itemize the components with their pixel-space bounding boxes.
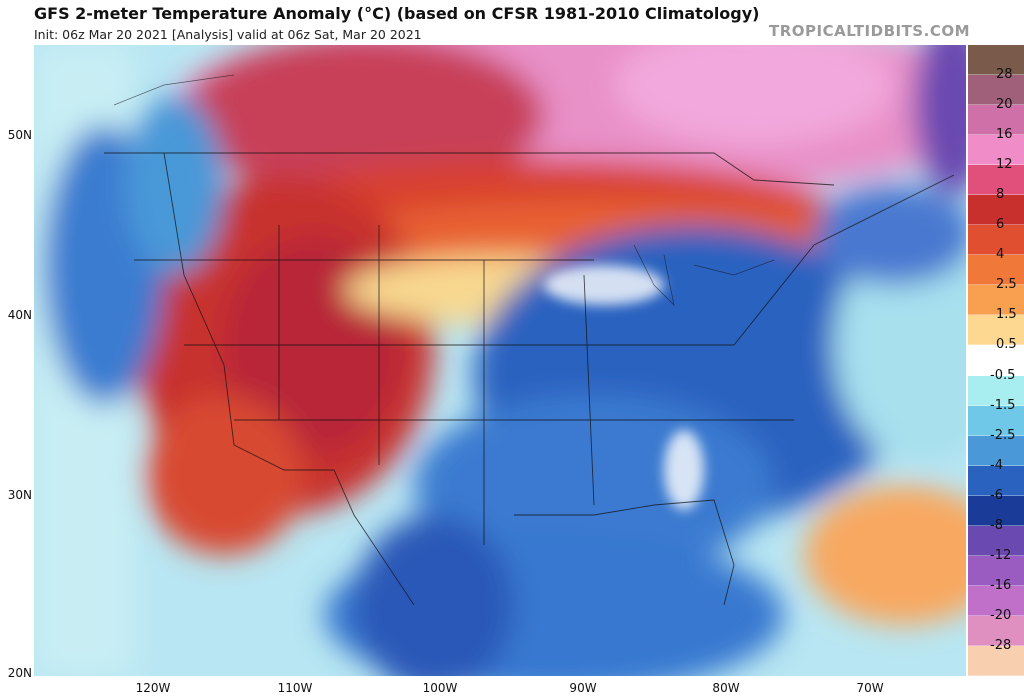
lat-label-50n: 50N xyxy=(7,128,32,142)
colorbar-tick-label: 8 xyxy=(996,187,1005,203)
colorbar-swatch xyxy=(968,465,1024,496)
lat-label-20n: 20N xyxy=(7,666,32,680)
colorbar-tick-label: -28 xyxy=(990,637,1012,653)
colorbar-tick-label: -12 xyxy=(990,547,1012,563)
colorbar-swatch xyxy=(968,615,1024,646)
colorbar-swatch xyxy=(968,105,1024,136)
lon-label-110w: 110W xyxy=(277,681,313,695)
colorbar-legend: 28 20 16 12 8 6 4 2.5 1.5 0.5 -0.5 -1.5 -2.5 -4 -6 -8 -1… xyxy=(968,45,1024,676)
colorbar-tick-label: 2.5 xyxy=(996,277,1017,293)
colorbar-tick-label: 0.5 xyxy=(996,337,1017,353)
colorbar-tick-label: 1.5 xyxy=(996,307,1017,323)
colorbar-tick-label: -8 xyxy=(990,517,1003,533)
colorbar-swatch xyxy=(968,345,1024,376)
colorbar-swatch xyxy=(968,45,1024,76)
colorbar-swatch xyxy=(968,135,1024,166)
colorbar-tick-label: 6 xyxy=(996,217,1005,233)
colorbar-swatch xyxy=(968,195,1024,226)
colorbar-swatch xyxy=(968,405,1024,436)
lon-label-120w: 120W xyxy=(135,681,171,695)
map-subtitle: Init: 06z Mar 20 2021 [Analysis] valid a… xyxy=(34,27,422,42)
colorbar-tick-label: -4 xyxy=(990,457,1003,473)
colorbar-swatch xyxy=(968,645,1024,676)
colorbar-swatch xyxy=(968,315,1024,346)
colorbar-swatch xyxy=(968,255,1024,286)
colorbar-tick-label: -0.5 xyxy=(990,367,1016,383)
map-title: GFS 2-meter Temperature Anomaly (°C) (ba… xyxy=(34,4,760,23)
colorbar-tick-label: -6 xyxy=(990,487,1003,503)
brand-watermark: TROPICALTIDBITS.COM xyxy=(769,22,970,40)
colorbar-swatch xyxy=(968,585,1024,616)
lon-label-70w: 70W xyxy=(856,681,884,695)
colorbar-swatch xyxy=(968,75,1024,106)
colorbar-swatch xyxy=(968,435,1024,466)
colorbar-tick-label: 28 xyxy=(996,67,1013,83)
lat-label-30n: 30N xyxy=(7,488,32,502)
colorbar-swatch xyxy=(968,525,1024,556)
colorbar-tick-label: 4 xyxy=(996,247,1005,263)
colorbar-tick-label: 16 xyxy=(996,127,1013,143)
colorbar-swatch xyxy=(968,285,1024,316)
colorbar-swatch xyxy=(968,495,1024,526)
lon-label-90w: 90W xyxy=(569,681,597,695)
colorbar-tick-label: -1.5 xyxy=(990,397,1016,413)
lon-label-80w: 80W xyxy=(712,681,740,695)
colorbar-tick-label: -20 xyxy=(990,607,1012,623)
colorbar-swatch xyxy=(968,375,1024,406)
colorbar-tick-label: -2.5 xyxy=(990,427,1016,443)
colorbar-tick-label: -16 xyxy=(990,577,1012,593)
colorbar-swatch xyxy=(968,225,1024,256)
lon-label-100w: 100W xyxy=(422,681,458,695)
temperature-anomaly-map xyxy=(34,45,966,676)
lat-label-40n: 40N xyxy=(7,308,32,322)
colorbar-tick-label: 12 xyxy=(996,157,1013,173)
colorbar-tick-label: 20 xyxy=(996,97,1013,113)
colorbar-swatch xyxy=(968,165,1024,196)
colorbar-swatch xyxy=(968,555,1024,586)
